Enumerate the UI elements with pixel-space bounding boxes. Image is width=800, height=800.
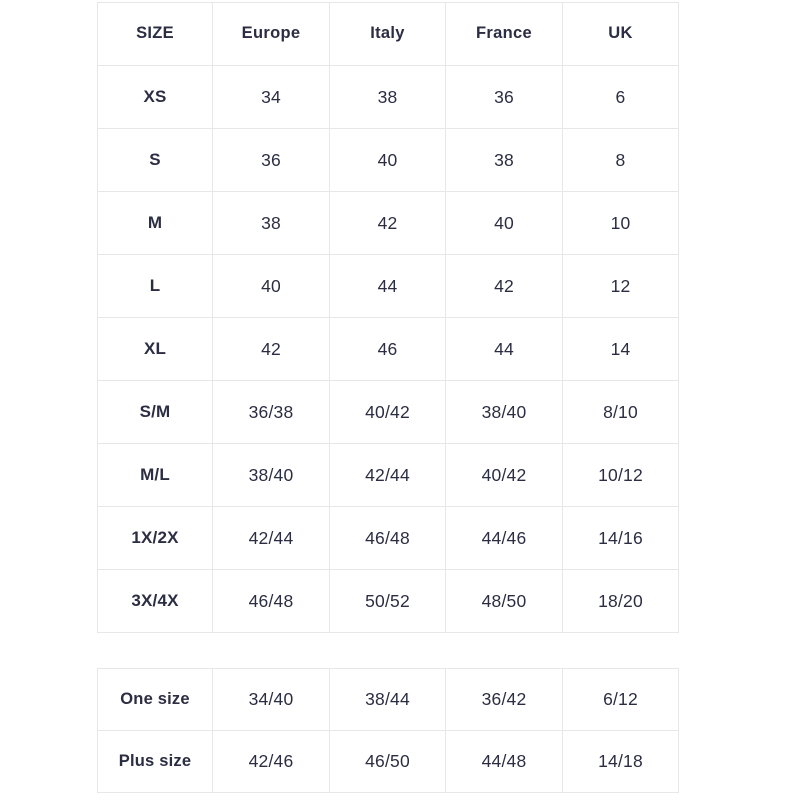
- column-header-italy: Italy: [329, 2, 446, 66]
- table-row: XS 34 38 36 6: [97, 65, 679, 129]
- cell-size-label: L: [97, 254, 213, 318]
- one-size-and-plus-size-table-container: One size 34/40 38/44 36/42 6/12 Plus siz…: [97, 668, 679, 793]
- column-header-size: SIZE: [97, 2, 213, 66]
- cell-uk: 12: [562, 254, 679, 318]
- cell-size-label: M/L: [97, 443, 213, 507]
- cell-size-label: S/M: [97, 380, 213, 444]
- cell-uk: 8/10: [562, 380, 679, 444]
- cell-france: 38/40: [445, 380, 563, 444]
- cell-france: 38: [445, 128, 563, 192]
- one-size-and-plus-size-table: One size 34/40 38/44 36/42 6/12 Plus siz…: [97, 668, 679, 793]
- cell-italy: 50/52: [329, 569, 446, 633]
- cell-uk: 8: [562, 128, 679, 192]
- cell-uk: 14/16: [562, 506, 679, 570]
- column-header-france: France: [445, 2, 563, 66]
- table-row: One size 34/40 38/44 36/42 6/12: [97, 668, 679, 731]
- cell-france: 48/50: [445, 569, 563, 633]
- cell-europe: 42/44: [212, 506, 330, 570]
- cell-europe: 42/46: [212, 730, 330, 793]
- cell-size-label: 3X/4X: [97, 569, 213, 633]
- cell-italy: 46: [329, 317, 446, 381]
- table-row: 3X/4X 46/48 50/52 48/50 18/20: [97, 569, 679, 633]
- cell-france: 40/42: [445, 443, 563, 507]
- cell-france: 42: [445, 254, 563, 318]
- cell-italy: 38: [329, 65, 446, 129]
- cell-france: 40: [445, 191, 563, 255]
- international-size-conversion-table-container: SIZE Europe Italy France UK XS 34 38 36 …: [97, 2, 679, 633]
- cell-size-label: XS: [97, 65, 213, 129]
- table-header-row: SIZE Europe Italy France UK: [97, 2, 679, 66]
- cell-europe: 36/38: [212, 380, 330, 444]
- cell-size-label: XL: [97, 317, 213, 381]
- cell-uk: 10: [562, 191, 679, 255]
- table-body: XS 34 38 36 6 S 36 40 38 8 M 38 42: [97, 65, 679, 633]
- cell-italy: 46/48: [329, 506, 446, 570]
- cell-europe: 46/48: [212, 569, 330, 633]
- table-body: One size 34/40 38/44 36/42 6/12 Plus siz…: [97, 668, 679, 793]
- cell-europe: 42: [212, 317, 330, 381]
- cell-france: 36/42: [445, 668, 563, 731]
- cell-europe: 40: [212, 254, 330, 318]
- cell-size-label: S: [97, 128, 213, 192]
- cell-italy: 44: [329, 254, 446, 318]
- cell-size-label: 1X/2X: [97, 506, 213, 570]
- cell-france: 44/46: [445, 506, 563, 570]
- cell-italy: 46/50: [329, 730, 446, 793]
- cell-italy: 40: [329, 128, 446, 192]
- cell-france: 36: [445, 65, 563, 129]
- cell-europe: 36: [212, 128, 330, 192]
- table-row: L 40 44 42 12: [97, 254, 679, 318]
- cell-size-label: One size: [97, 668, 213, 731]
- international-size-conversion-table: SIZE Europe Italy France UK XS 34 38 36 …: [97, 2, 679, 633]
- table-header: SIZE Europe Italy France UK: [97, 2, 679, 66]
- cell-uk: 6: [562, 65, 679, 129]
- cell-france: 44: [445, 317, 563, 381]
- cell-uk: 14/18: [562, 730, 679, 793]
- cell-uk: 10/12: [562, 443, 679, 507]
- cell-italy: 42: [329, 191, 446, 255]
- column-header-uk: UK: [562, 2, 679, 66]
- cell-italy: 40/42: [329, 380, 446, 444]
- table-row: 1X/2X 42/44 46/48 44/46 14/16: [97, 506, 679, 570]
- table-row: M 38 42 40 10: [97, 191, 679, 255]
- table-row: S/M 36/38 40/42 38/40 8/10: [97, 380, 679, 444]
- column-header-europe: Europe: [212, 2, 330, 66]
- cell-italy: 42/44: [329, 443, 446, 507]
- cell-europe: 34: [212, 65, 330, 129]
- cell-europe: 38: [212, 191, 330, 255]
- cell-europe: 38/40: [212, 443, 330, 507]
- cell-uk: 6/12: [562, 668, 679, 731]
- cell-europe: 34/40: [212, 668, 330, 731]
- cell-size-label: Plus size: [97, 730, 213, 793]
- cell-france: 44/48: [445, 730, 563, 793]
- table-row: XL 42 46 44 14: [97, 317, 679, 381]
- table-row: M/L 38/40 42/44 40/42 10/12: [97, 443, 679, 507]
- cell-italy: 38/44: [329, 668, 446, 731]
- cell-uk: 14: [562, 317, 679, 381]
- table-row: Plus size 42/46 46/50 44/48 14/18: [97, 730, 679, 793]
- table-row: S 36 40 38 8: [97, 128, 679, 192]
- cell-size-label: M: [97, 191, 213, 255]
- cell-uk: 18/20: [562, 569, 679, 633]
